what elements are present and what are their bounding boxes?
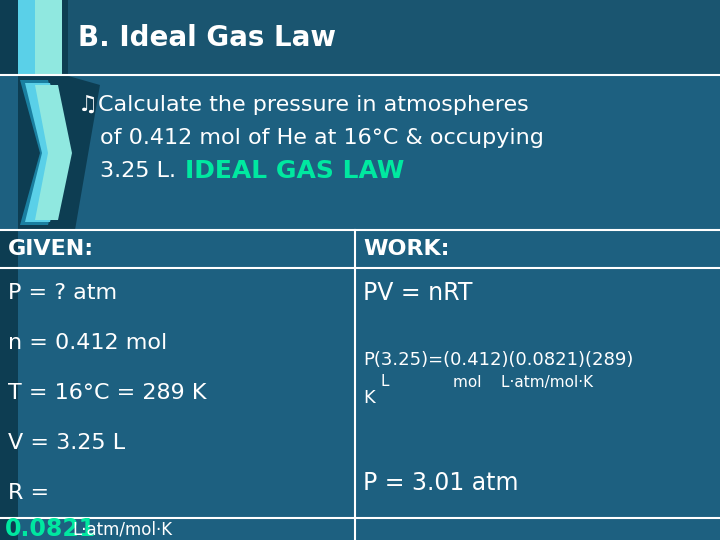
Text: n = 0.412 mol: n = 0.412 mol [8,333,167,353]
Text: T = 16°C = 289 K: T = 16°C = 289 K [8,383,207,403]
Text: P = ? atm: P = ? atm [8,283,117,303]
Text: V = 3.25 L: V = 3.25 L [8,433,125,453]
Polygon shape [25,83,68,222]
Text: 0.0821: 0.0821 [5,517,96,540]
Polygon shape [35,0,65,75]
Polygon shape [62,0,68,75]
Polygon shape [0,75,18,230]
Text: K: K [363,389,374,407]
Text: WORK:: WORK: [363,239,449,259]
Text: L·atm/mol·K: L·atm/mol·K [72,520,172,538]
Text: ♫Calculate the pressure in atmospheres: ♫Calculate the pressure in atmospheres [78,95,528,115]
Polygon shape [35,85,72,220]
Text: GIVEN:: GIVEN: [8,239,94,259]
Polygon shape [18,0,55,75]
Text: mol    L·atm/mol·K: mol L·atm/mol·K [453,375,593,389]
Polygon shape [18,75,100,230]
Text: P(3.25)=(0.412)(0.0821)(289): P(3.25)=(0.412)(0.0821)(289) [363,351,634,369]
Text: B. Ideal Gas Law: B. Ideal Gas Law [78,24,336,51]
Text: P = 3.01 atm: P = 3.01 atm [363,471,518,495]
Text: of 0.412 mol of He at 16°C & occupying: of 0.412 mol of He at 16°C & occupying [100,128,544,148]
Polygon shape [0,0,18,540]
Text: PV = nRT: PV = nRT [363,281,472,305]
Bar [0,0,720,75]
Text: IDEAL GAS LAW: IDEAL GAS LAW [185,159,405,183]
Text: 3.25 L.: 3.25 L. [100,161,190,181]
Polygon shape [20,80,68,225]
Text: L: L [381,375,390,389]
Text: R =: R = [8,483,49,503]
Polygon shape [0,230,18,540]
